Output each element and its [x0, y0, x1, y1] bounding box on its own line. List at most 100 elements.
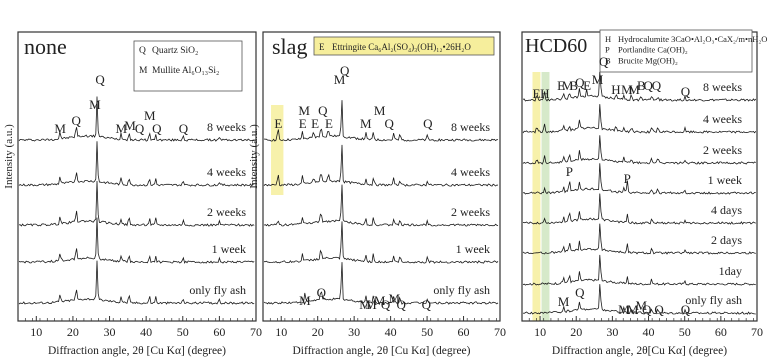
x-tick-label: 10 — [30, 325, 42, 339]
series-label: 8 weeks — [451, 120, 490, 134]
legend-text: Mullite Al₆O₁₃Si₂ — [152, 66, 219, 76]
legend-text: Brucite Mg(OH)₂ — [618, 55, 678, 65]
x-tick-label: 40 — [140, 325, 152, 339]
x-tick-label: 20 — [312, 325, 324, 339]
peak-annotation: Q — [422, 297, 432, 312]
x-tick-label: 30 — [104, 325, 116, 339]
x-tick-label: 40 — [643, 325, 655, 339]
peak-annotation: M — [144, 108, 156, 123]
x-tick-label: 50 — [421, 325, 433, 339]
peak-annotation: Q — [654, 302, 664, 317]
peak-annotation: M — [374, 293, 386, 308]
x-tick-label: 70 — [250, 325, 262, 339]
peak-annotation: Q — [135, 121, 145, 136]
series-label: 8 weeks — [703, 80, 742, 94]
series-label: only fly ash — [433, 283, 490, 297]
xrd-trace — [263, 262, 499, 305]
chart-panel-2: 10 20 30 40 50 60 70 Diffraction angle, 2θ [Cu … — [248, 31, 506, 357]
peak-annotation: P — [566, 164, 573, 179]
series-label: 2 days — [711, 233, 742, 247]
legend-text: Portlandite Ca(OH)₂ — [618, 45, 688, 55]
series-label: 4 weeks — [703, 112, 742, 126]
peak-annotation: M — [558, 294, 570, 309]
highlight-band — [541, 72, 550, 321]
x-tick-label: 10 — [275, 325, 287, 339]
peak-annotation: M — [360, 116, 372, 131]
xrd-trace — [522, 71, 757, 102]
x-axis-label: Diffraction angle, 2θ [Cu Kα] (degree) — [48, 345, 226, 357]
chart-panel-3: 10 20 30 40 50 60 70 Diffraction angle, 2θ[Cu K… — [521, 29, 767, 357]
panel-title: HCD60 — [525, 35, 587, 57]
peak-annotation: Q — [95, 72, 105, 87]
series-label: 8 weeks — [207, 120, 246, 134]
x-tick-label: 70 — [494, 325, 506, 339]
peak-annotation: M — [621, 82, 633, 97]
series-label: 2 weeks — [451, 205, 490, 219]
peak-annotation: M — [618, 302, 630, 317]
peak-annotation: M — [365, 297, 377, 312]
peak-annotation: E — [325, 116, 333, 131]
series-label: 4 days — [711, 203, 742, 217]
legend-symbol: B — [605, 55, 611, 65]
xrd-trace — [18, 141, 255, 187]
series-label: 1day — [719, 264, 742, 278]
peak-annotation: E — [311, 116, 319, 131]
x-tick-label: 50 — [177, 325, 189, 339]
xrd-trace — [522, 135, 756, 165]
xrd-trace — [264, 221, 499, 264]
peak-annotation: Q — [681, 84, 691, 99]
legend-symbol: Q — [139, 46, 146, 56]
legend-text: Hydrocalumite 3CaO•Al₂O₃•CaX₂/m•nH₂O — [618, 34, 767, 44]
x-tick-label: 60 — [213, 325, 225, 339]
legend-text: Quartz SiO₂ — [152, 46, 198, 56]
peak-annotation: M — [636, 298, 648, 313]
peak-annotation: P — [624, 171, 631, 186]
legend-box — [599, 29, 753, 73]
plot-frame — [262, 31, 501, 322]
peak-annotation: E — [583, 78, 591, 93]
x-tick-label: 20 — [67, 325, 79, 339]
x-axis-label: Diffraction angle, 2θ [Cu Kα] (degree) — [292, 345, 470, 357]
peak-annotation: M — [359, 297, 371, 312]
xrd-trace — [522, 193, 756, 225]
panel-title: none — [24, 34, 67, 59]
x-tick-label: 60 — [715, 325, 727, 339]
x-tick-label: 60 — [458, 325, 470, 339]
y-axis-label: Intensity (a.u.) — [3, 124, 15, 189]
xrd-trace — [18, 96, 255, 142]
peak-annotation: M — [54, 121, 66, 136]
xrd-trace — [522, 284, 756, 315]
peak-annotation: E — [274, 116, 282, 131]
series-label: 1 week — [456, 242, 490, 256]
peak-annotation: Q — [340, 63, 350, 78]
peak-annotation: Q — [599, 54, 609, 69]
peak-annotation: Q — [642, 302, 652, 317]
xrd-trace — [522, 163, 756, 195]
x-tick-label: 40 — [385, 325, 397, 339]
peak-annotation: E — [557, 78, 565, 93]
xrd-trace — [18, 180, 255, 227]
peak-annotation: M — [592, 72, 604, 87]
chart-panel-1: 10 20 30 40 50 60 70 Diffraction angle, 2θ [Cu … — [3, 31, 262, 357]
highlight-band — [271, 105, 284, 195]
peak-annotation: Q — [652, 78, 662, 93]
xrd-trace — [522, 104, 757, 134]
peak-annotation: M — [388, 291, 400, 306]
peak-annotation: Q — [179, 121, 189, 136]
x-tick-label: 50 — [679, 325, 691, 339]
peak-annotation: M — [89, 97, 101, 112]
peak-annotation: M — [627, 302, 639, 317]
peak-annotation: B — [569, 78, 578, 93]
peak-annotation: Q — [152, 121, 162, 136]
legend-box — [313, 36, 495, 56]
legend-symbol: P — [605, 45, 610, 55]
y-axis-label: Intensity (a.u.) — [248, 124, 260, 189]
xrd-trace — [522, 254, 756, 286]
peak-annotation: E — [299, 116, 307, 131]
panel-title: slag — [272, 34, 307, 59]
peak-annotation: Q — [643, 78, 653, 93]
legend-text: Ettringite Ca₆Al₂(SO₄)₃(OH)₁₂•26H₂O — [332, 42, 471, 52]
series-label: 1 week — [212, 242, 246, 256]
series-label: 2 weeks — [703, 143, 742, 157]
